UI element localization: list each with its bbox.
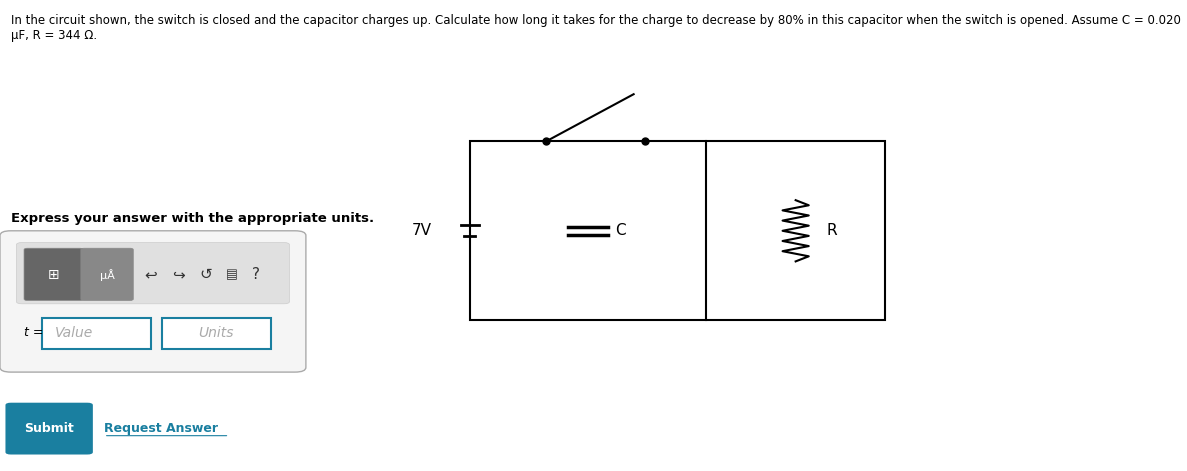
Text: R: R bbox=[826, 223, 837, 238]
FancyBboxPatch shape bbox=[42, 318, 151, 349]
FancyBboxPatch shape bbox=[81, 248, 133, 300]
Text: t =: t = bbox=[24, 325, 44, 339]
Text: μÅ: μÅ bbox=[100, 268, 114, 281]
Text: Value: Value bbox=[55, 326, 94, 340]
Text: 7V: 7V bbox=[412, 223, 432, 238]
Text: ?: ? bbox=[252, 267, 260, 282]
FancyBboxPatch shape bbox=[6, 403, 93, 455]
Text: ↺: ↺ bbox=[199, 267, 211, 282]
FancyBboxPatch shape bbox=[0, 231, 306, 372]
Text: Request Answer: Request Answer bbox=[103, 422, 217, 435]
Bar bbox=[470, 141, 884, 320]
Text: Submit: Submit bbox=[24, 422, 74, 435]
FancyBboxPatch shape bbox=[24, 248, 83, 300]
Text: Units: Units bbox=[198, 326, 234, 340]
FancyBboxPatch shape bbox=[17, 243, 290, 304]
Text: C: C bbox=[615, 223, 626, 238]
Text: ⊞: ⊞ bbox=[47, 268, 59, 282]
Text: In the circuit shown, the switch is closed and the capacitor charges up. Calcula: In the circuit shown, the switch is clos… bbox=[11, 14, 1181, 42]
FancyBboxPatch shape bbox=[161, 318, 271, 349]
Text: ▤: ▤ bbox=[226, 268, 237, 281]
Text: Express your answer with the appropriate units.: Express your answer with the appropriate… bbox=[11, 212, 374, 225]
Text: ↩: ↩ bbox=[145, 267, 157, 282]
Text: ↪: ↪ bbox=[172, 267, 184, 282]
